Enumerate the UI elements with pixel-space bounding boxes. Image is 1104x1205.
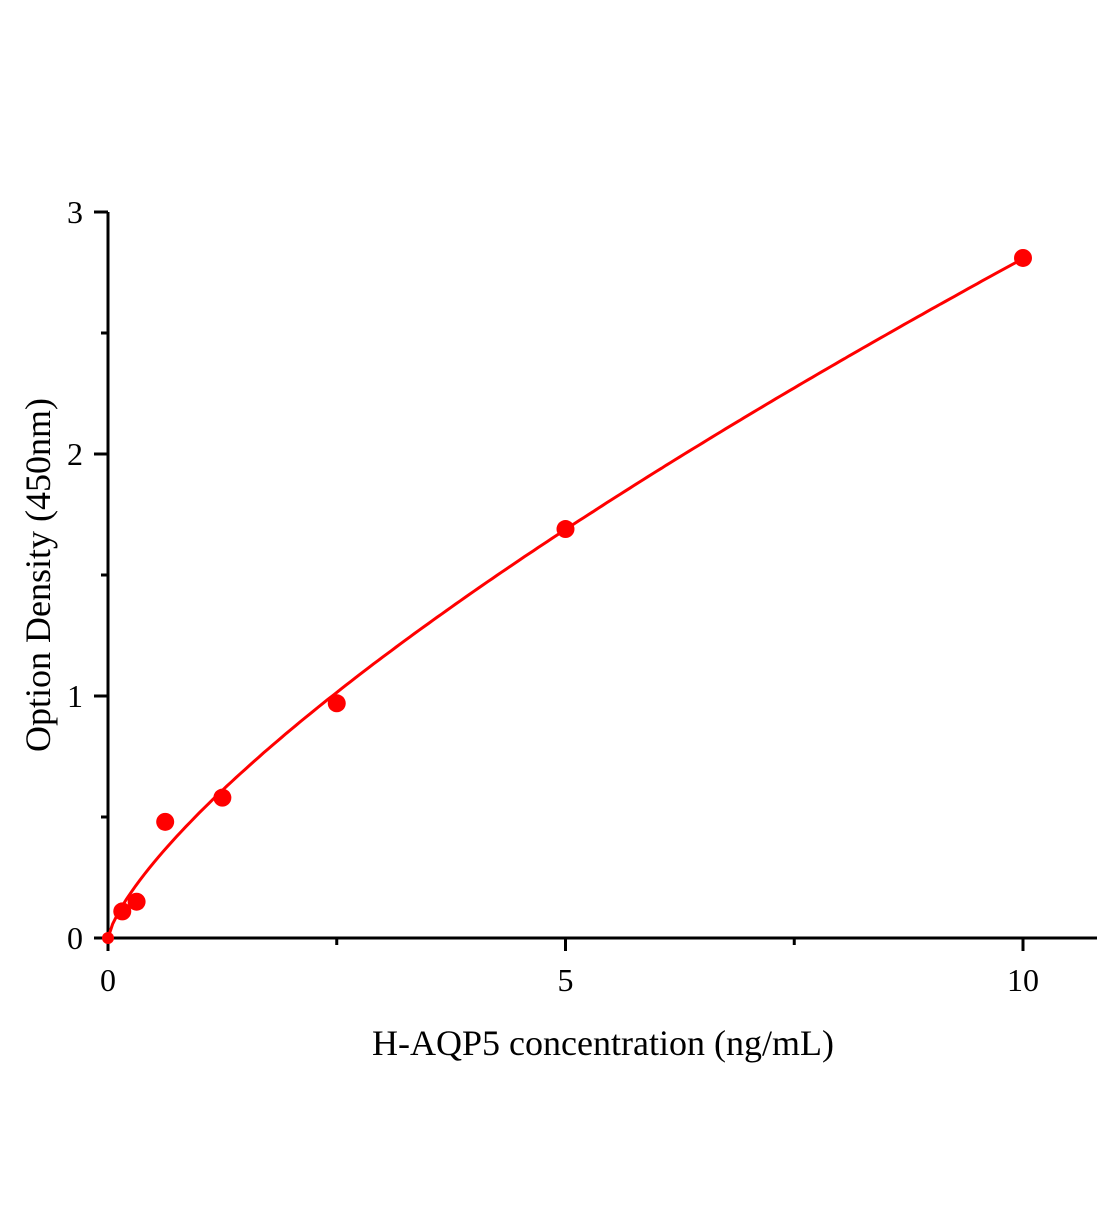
data-point <box>1014 248 1032 267</box>
x-tick-label: 0 <box>100 962 116 998</box>
data-point <box>113 902 132 921</box>
data-points <box>102 248 1032 944</box>
data-point <box>127 892 146 911</box>
y-tick-label: 3 <box>67 194 83 230</box>
axes <box>94 210 1097 951</box>
x-axis-label: H-AQP5 concentration (ng/mL) <box>372 1023 834 1063</box>
y-tick-label: 1 <box>67 678 83 714</box>
data-point <box>213 788 232 807</box>
data-point <box>327 694 346 713</box>
fit-curve <box>106 257 1024 939</box>
x-tick-label: 10 <box>1007 962 1039 998</box>
data-point <box>156 812 175 831</box>
data-point <box>556 520 575 539</box>
y-tick-label: 0 <box>67 920 83 956</box>
y-tick-label: 2 <box>67 436 83 472</box>
y-axis-label: Option Density (450nm) <box>18 398 58 752</box>
data-point <box>102 932 114 944</box>
x-tick-label: 5 <box>558 962 574 998</box>
tick-labels: 0 5 10 0 1 2 3 <box>67 194 1039 998</box>
